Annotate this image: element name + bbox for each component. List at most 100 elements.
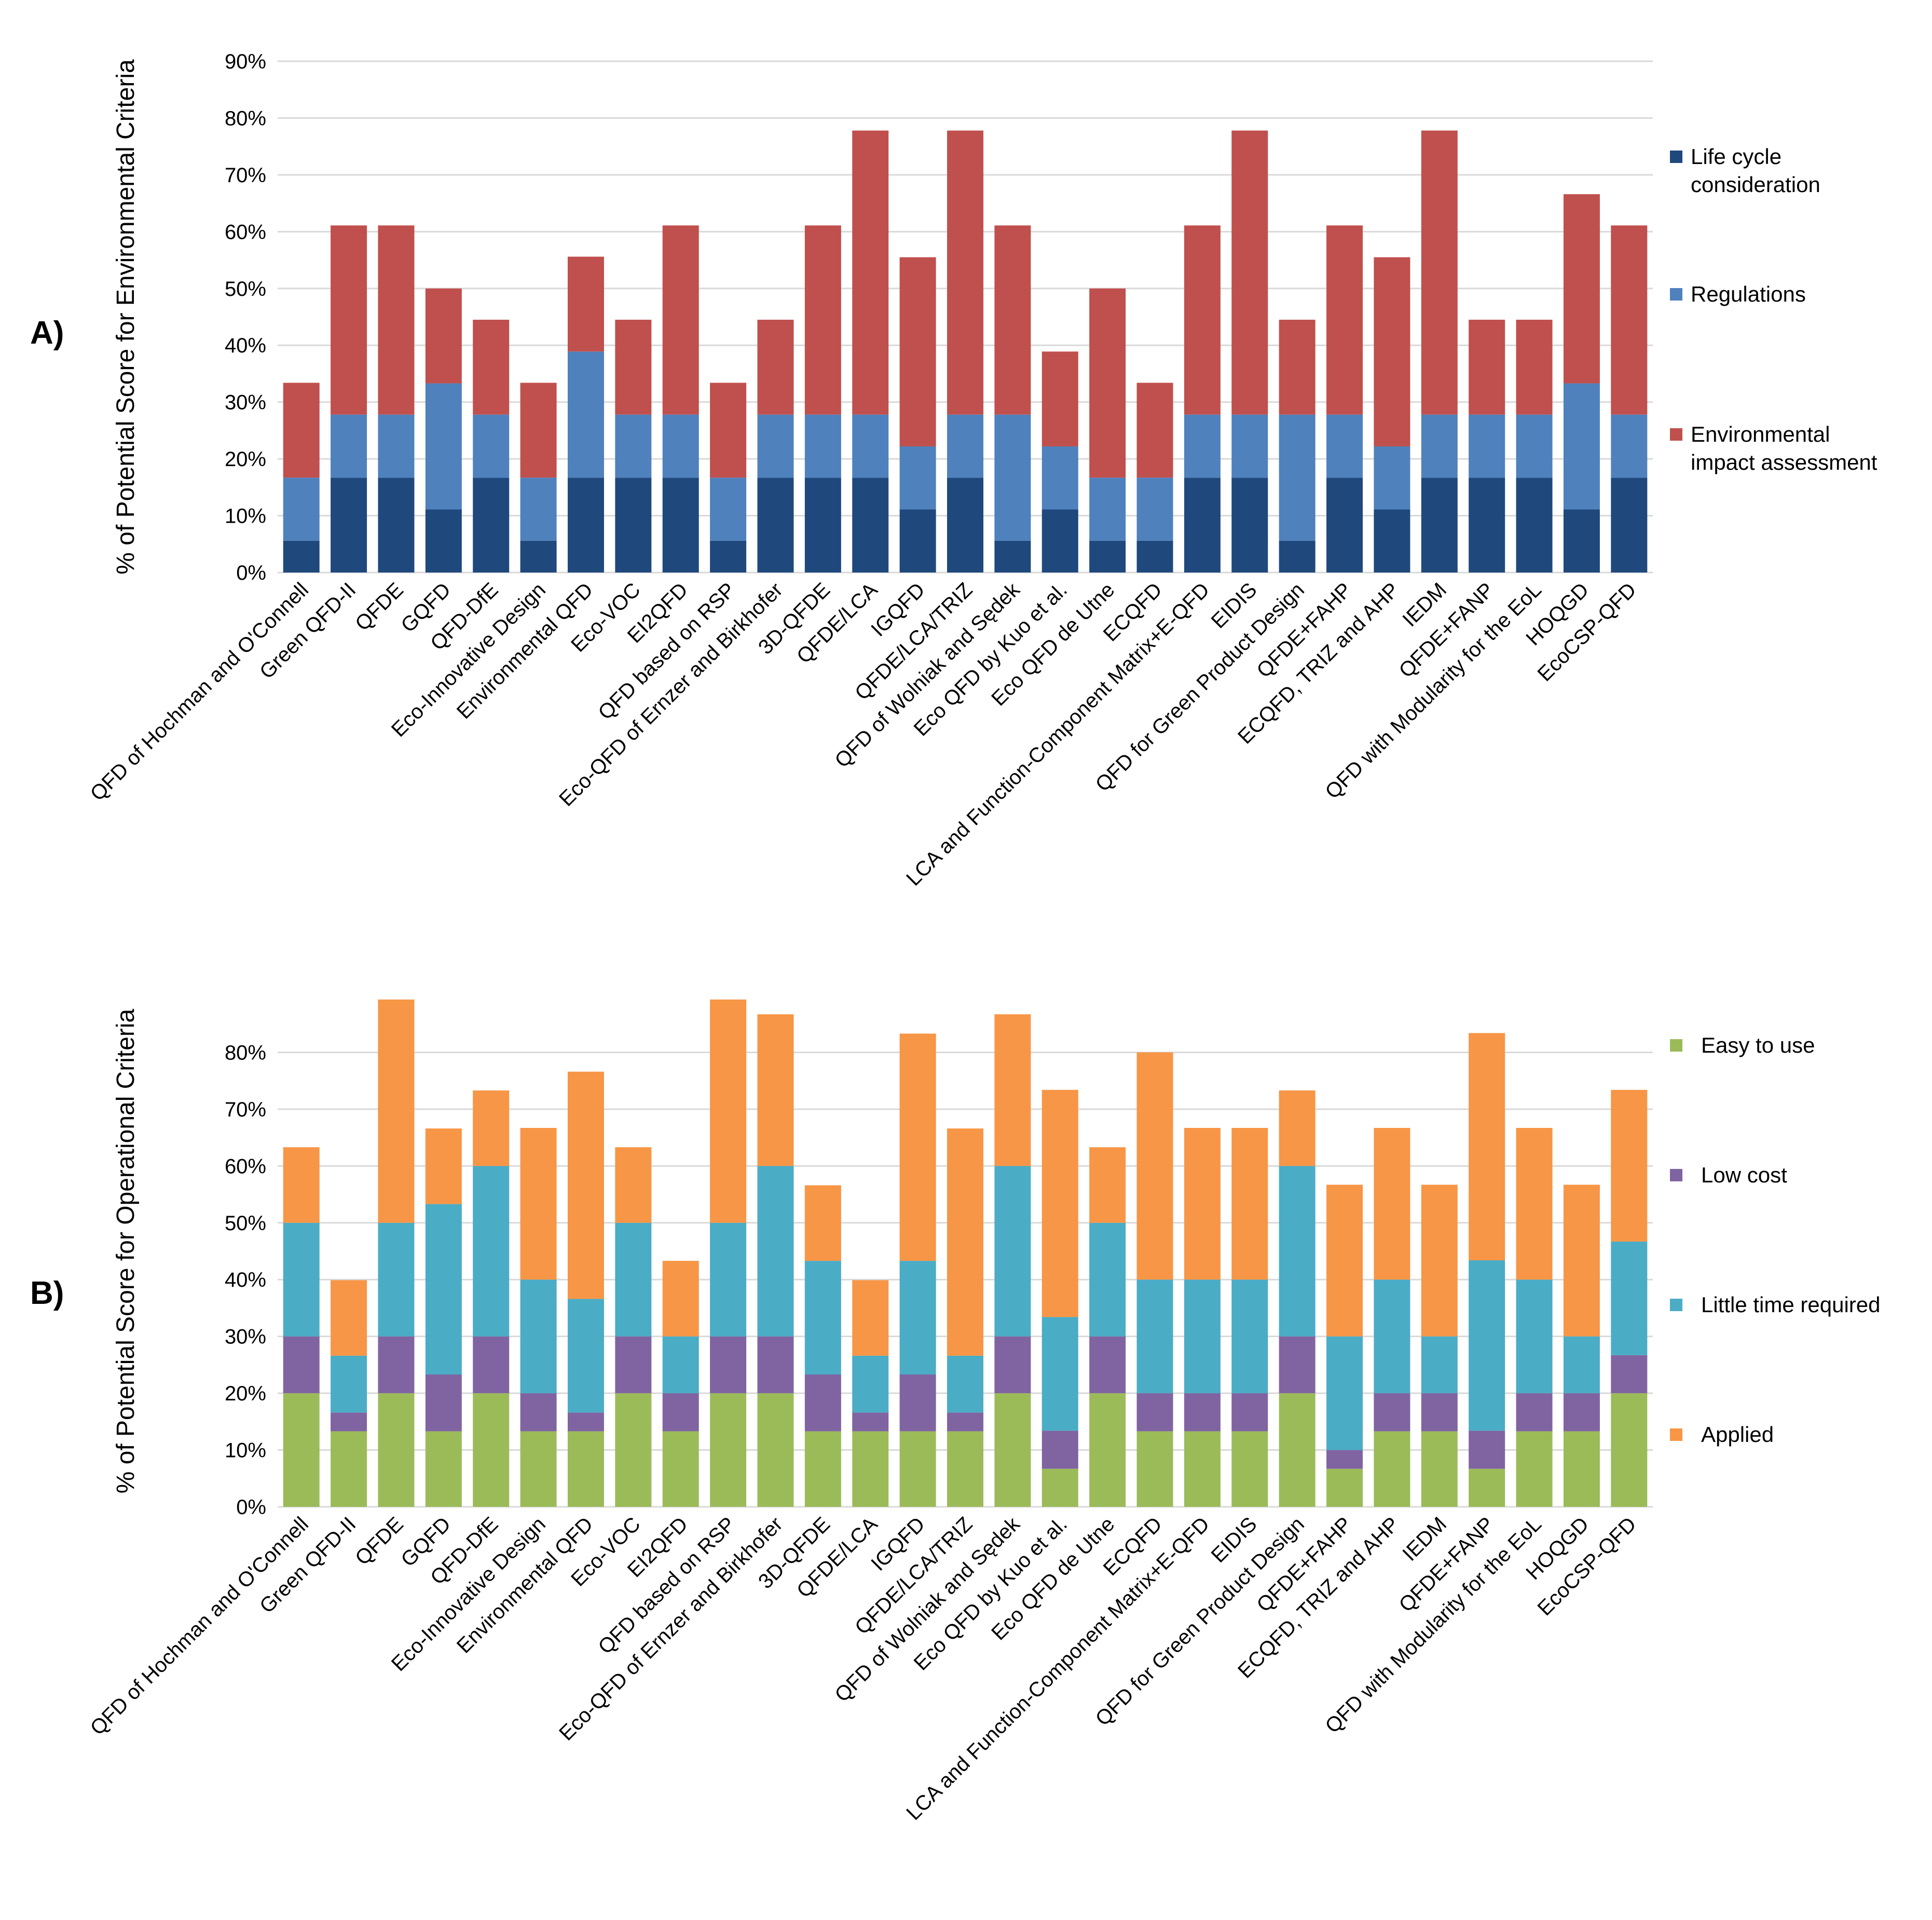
bar-little-time-required [1136, 1279, 1173, 1394]
bar-regulations [1089, 478, 1126, 541]
y-tick-label: 40% [225, 334, 266, 357]
bar-low-cost [1089, 1336, 1126, 1394]
bar-environmental-impact-assessment [1563, 194, 1600, 384]
bar-little-time-required [283, 1222, 320, 1337]
bar-regulations [615, 414, 652, 478]
bar-life-cycle-consideration [1231, 478, 1268, 573]
bar-life-cycle-consideration [757, 478, 794, 573]
bar-regulations [1184, 414, 1221, 478]
bar-life-cycle-consideration [615, 478, 652, 573]
y-tick-label: 30% [225, 391, 266, 414]
bar-easy-to-use [804, 1431, 841, 1507]
x-category-label: QFDE [351, 578, 408, 635]
y-axis-label: % of Potential Score for Operational Cri… [112, 1009, 140, 1493]
bar-easy-to-use [852, 1431, 889, 1507]
bar-little-time-required [804, 1261, 841, 1374]
bar-life-cycle-consideration [1421, 478, 1458, 573]
panel-label: B) [30, 1275, 64, 1311]
bar-regulations [1279, 414, 1316, 541]
bar-little-time-required [1421, 1336, 1458, 1394]
bar-low-cost [1042, 1431, 1078, 1469]
bar-applied [947, 1128, 983, 1356]
y-tick-label: 30% [225, 1326, 266, 1349]
x-category-label: QFD of Hochman and O'Connell [86, 578, 313, 805]
bar-environmental-impact-assessment [1326, 225, 1363, 415]
legend: Life cycle consideration Regulations Enviro… [1670, 144, 1878, 474]
bar-easy-to-use [1374, 1431, 1410, 1507]
bar-easy-to-use [1279, 1393, 1316, 1507]
bar-regulations [283, 478, 320, 541]
legend-label-line2: impact assessment [1691, 450, 1878, 474]
bar-applied [1563, 1184, 1600, 1337]
bar-life-cycle-consideration [804, 478, 841, 573]
bar-applied [615, 1147, 652, 1223]
bar-low-cost [1563, 1393, 1600, 1432]
bar-applied [1042, 1090, 1078, 1317]
bar-environmental-impact-assessment [331, 225, 367, 415]
bar-environmental-impact-assessment [1374, 257, 1410, 447]
bar-low-cost [567, 1412, 604, 1432]
bar-environmental-impact-assessment [567, 256, 604, 352]
y-tick-label: 80% [225, 107, 266, 130]
bar-regulations [852, 414, 889, 478]
bar-regulations [473, 414, 510, 478]
y-tick-label: 60% [225, 221, 266, 243]
panel-b: 0% 10% 20% 30% 40% 50% 60% 70% 80% QFD of Hochman… [30, 999, 1881, 1824]
y-tick-label: 70% [225, 164, 266, 187]
bar-applied [1184, 1128, 1221, 1280]
bar-regulations [1042, 446, 1078, 510]
bar-applied [994, 1014, 1031, 1166]
legend-swatch [1670, 428, 1682, 441]
bar-applied [378, 999, 415, 1223]
bar-life-cycle-consideration [1279, 540, 1316, 573]
bar-life-cycle-consideration [947, 478, 983, 573]
bar-environmental-impact-assessment [378, 225, 415, 415]
bar-little-time-required [1374, 1279, 1410, 1394]
y-axis-label: % of Potential Score for Environmental C… [112, 59, 140, 575]
bar-little-time-required [1516, 1279, 1553, 1394]
bar-low-cost [378, 1336, 415, 1394]
bar-regulations [1231, 414, 1268, 478]
bar-low-cost [283, 1336, 320, 1394]
bar-little-time-required [1326, 1336, 1363, 1450]
legend-swatch [1670, 1039, 1682, 1052]
bars [283, 999, 1648, 1507]
legend-label: Applied [1701, 1422, 1774, 1447]
legend-label: Easy to use [1701, 1033, 1815, 1057]
legend-label: Environmental [1691, 422, 1830, 446]
bar-easy-to-use [1184, 1431, 1221, 1507]
y-tick-label: 10% [225, 1439, 266, 1462]
bar-applied [1374, 1128, 1410, 1280]
bar-life-cycle-consideration [852, 478, 889, 573]
bar-applied [567, 1071, 604, 1299]
bar-low-cost [1184, 1393, 1221, 1432]
bar-easy-to-use [331, 1431, 367, 1507]
bar-life-cycle-consideration [1374, 509, 1410, 573]
bar-regulations [1326, 414, 1363, 478]
bar-low-cost [1326, 1450, 1363, 1469]
legend-swatch [1670, 151, 1682, 163]
bar-life-cycle-consideration [1184, 478, 1221, 573]
legend-swatch [1670, 288, 1682, 301]
bar-low-cost [1136, 1393, 1173, 1432]
legend-swatch [1670, 1299, 1682, 1311]
bar-applied [1136, 1052, 1173, 1280]
bar-life-cycle-consideration [994, 540, 1031, 573]
bar-low-cost [1279, 1336, 1316, 1394]
bar-low-cost [899, 1374, 936, 1432]
bar-easy-to-use [994, 1393, 1031, 1507]
bar-little-time-required [1611, 1241, 1648, 1355]
bar-environmental-impact-assessment [473, 319, 510, 415]
bar-regulations [567, 351, 604, 478]
bar-regulations [710, 478, 747, 541]
bar-environmental-impact-assessment [852, 130, 889, 415]
bar-applied [1279, 1090, 1316, 1166]
bar-easy-to-use [1089, 1393, 1126, 1507]
bar-applied [1421, 1184, 1458, 1337]
bar-easy-to-use [899, 1431, 936, 1507]
x-category-label: QFDE [351, 1513, 408, 1570]
bar-little-time-required [520, 1279, 557, 1394]
bar-life-cycle-consideration [1136, 540, 1173, 573]
bar-environmental-impact-assessment [710, 383, 747, 478]
